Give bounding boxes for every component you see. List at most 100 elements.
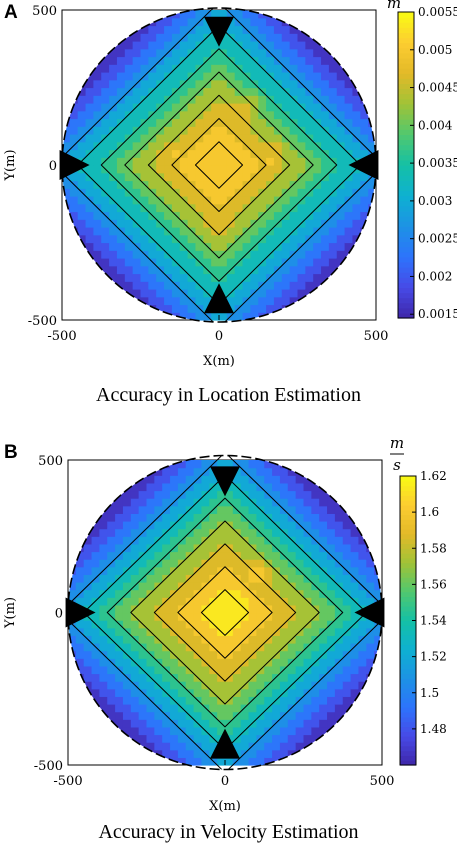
- contour-cell: [258, 304, 267, 313]
- contour-cell: [303, 635, 312, 644]
- contour-cell: [140, 296, 149, 306]
- contour-cell: [109, 95, 118, 104]
- contour-cell: [305, 41, 314, 50]
- contour-cell: [146, 482, 155, 492]
- contour-cell: [248, 574, 257, 583]
- contour-cell: [273, 64, 283, 73]
- contour-cell: [297, 157, 306, 166]
- contour-cell: [185, 673, 195, 682]
- colorbar-segment: [400, 495, 416, 501]
- contour-cell: [75, 658, 85, 667]
- contour-cell: [250, 250, 259, 259]
- contour-cell: [185, 536, 195, 545]
- colorbar-segment: [398, 267, 414, 273]
- contour-cell: [248, 604, 257, 614]
- contour-cell: [116, 103, 126, 112]
- contour-cell: [256, 681, 265, 690]
- contour-cell: [116, 48, 126, 58]
- contour-cell: [93, 110, 102, 120]
- contour-cell: [289, 103, 299, 112]
- contour-cell: [75, 582, 85, 591]
- contour-cell: [321, 250, 330, 259]
- contour-cell: [289, 188, 299, 197]
- contour-cell: [358, 620, 367, 629]
- contour-cell: [303, 589, 312, 598]
- contour-cell: [242, 134, 251, 143]
- colorbar-segment: [398, 170, 414, 176]
- contour-cell: [352, 149, 361, 158]
- contour-cell: [124, 41, 134, 50]
- y-tick-label: -500: [28, 314, 57, 329]
- contour-cell: [170, 643, 179, 652]
- contour-cell: [177, 665, 187, 675]
- contour-cell: [344, 188, 354, 197]
- contour-cell: [248, 490, 257, 499]
- contour-cell: [209, 559, 218, 568]
- contour-cell: [242, 126, 251, 135]
- contour-cell: [146, 635, 155, 644]
- contour-cell: [319, 559, 328, 568]
- x-tick-label: 0: [215, 329, 223, 344]
- contour-cell: [170, 742, 179, 751]
- contour-cell: [336, 79, 346, 89]
- contour-cell: [344, 95, 354, 104]
- contour-cell: [211, 56, 220, 65]
- contour-cell: [122, 498, 132, 507]
- contour-cell: [187, 10, 197, 19]
- contour-cell: [209, 536, 218, 545]
- contour-cell: [334, 711, 344, 720]
- contour-cell: [258, 118, 267, 127]
- contour-cell: [250, 304, 259, 313]
- contour-cell: [226, 211, 236, 220]
- contour-cell: [336, 134, 346, 143]
- contour-cell: [132, 281, 142, 290]
- contour-cell: [156, 234, 165, 244]
- contour-cell: [305, 227, 314, 236]
- contour-cell: [187, 219, 197, 228]
- colorbar-segment: [398, 292, 414, 299]
- contour-cell: [352, 126, 361, 135]
- contour-cell: [83, 543, 93, 553]
- contour-cell: [211, 134, 220, 143]
- colorbar-segment: [400, 663, 416, 670]
- contour-cell: [69, 134, 79, 143]
- colorbar-segment: [398, 256, 414, 263]
- contour-cell: [69, 110, 79, 120]
- contour-cell: [226, 188, 236, 197]
- contour-cell: [148, 250, 157, 259]
- contour-cell: [170, 467, 179, 476]
- contour-cell: [225, 582, 234, 591]
- sensor-marker: [204, 16, 234, 47]
- contour-cell: [366, 620, 375, 629]
- contour-cell: [232, 521, 242, 530]
- contour-cell: [140, 126, 149, 135]
- contour-cell: [358, 559, 367, 568]
- contour-cell: [132, 95, 142, 104]
- contour-cell: [248, 528, 257, 537]
- contour-cell: [85, 72, 94, 81]
- colorbar-segment: [400, 668, 416, 675]
- contour-cell: [185, 475, 195, 484]
- contour-cell: [201, 528, 210, 537]
- contour-cell: [146, 681, 155, 690]
- contour-cell: [154, 551, 163, 560]
- contour-cell: [350, 589, 360, 598]
- contour-cell: [154, 475, 163, 484]
- y-axis-label: Y(m): [3, 597, 18, 629]
- contour-cell: [109, 134, 118, 143]
- contour-cell: [162, 475, 171, 484]
- contour-cell: [342, 559, 352, 568]
- contour-cell: [187, 165, 197, 174]
- contour-cell: [138, 650, 148, 659]
- x-tick-label: -500: [53, 774, 82, 789]
- contour-cell: [179, 72, 189, 81]
- contour-cell: [256, 749, 265, 758]
- contour-cell: [226, 203, 236, 213]
- contour-cell: [279, 566, 289, 575]
- contour-cell: [327, 696, 336, 705]
- contour-cell: [344, 141, 354, 151]
- contour-cell: [258, 103, 267, 112]
- contour-cell: [107, 643, 116, 652]
- contour-cell: [287, 528, 297, 537]
- contour-cell: [250, 17, 259, 27]
